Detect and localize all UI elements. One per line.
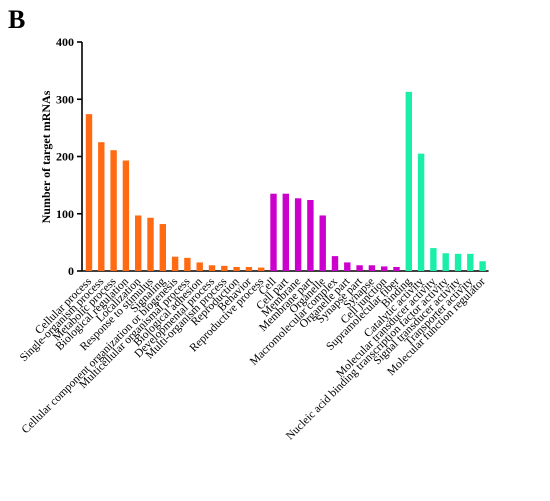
bar [196,262,203,271]
bar [467,253,474,271]
y-tick-label: 400 [56,35,74,49]
bar [135,215,142,271]
y-axis-title: Number of target mRNAs [39,90,53,223]
bar [417,153,425,271]
bar [245,266,253,271]
bar [319,215,326,271]
bar [430,248,437,271]
bar [258,267,265,271]
y-tick-label: 0 [68,264,74,278]
bar [442,253,449,271]
bar [307,200,314,271]
bar [233,266,240,271]
bar [221,265,228,271]
bar [122,160,130,271]
y-ticks: 0 100 200 300 400 [56,35,82,278]
bar [147,217,154,271]
bar [454,253,462,271]
bar [171,256,179,271]
bar [85,114,93,271]
bar [110,150,117,271]
bar [356,265,363,271]
y-tick-label: 200 [56,150,74,164]
y-tick-label: 300 [56,92,74,106]
bar [368,265,376,271]
bar [98,142,105,271]
bar [331,256,339,271]
bars [85,91,486,272]
bar [159,224,166,271]
bar [405,91,412,272]
bar [294,198,302,271]
bar [208,265,216,271]
bar [282,193,289,271]
bar [381,266,388,271]
bar [479,261,486,271]
bar [270,193,277,271]
panel-label: B [8,5,25,34]
bar [393,266,400,271]
bar [184,257,191,271]
y-tick-label: 100 [56,207,74,221]
bar [344,262,351,271]
